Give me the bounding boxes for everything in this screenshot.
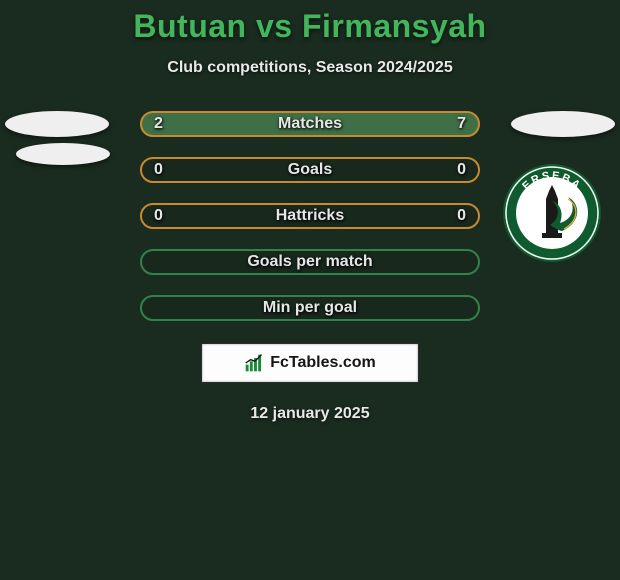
stat-label: Goals per match xyxy=(247,253,372,271)
stat-left-value: 0 xyxy=(154,207,163,225)
stat-label: Goals xyxy=(288,161,332,179)
stat-left-value: 2 xyxy=(154,115,163,133)
stat-row: 0 Goals 0 xyxy=(140,157,480,183)
stat-label: Hattricks xyxy=(276,207,344,225)
brand-text: FcTables.com xyxy=(270,354,376,372)
placeholder-ellipse xyxy=(16,143,110,165)
placeholder-ellipse xyxy=(5,111,109,137)
team-left-badge xyxy=(2,95,112,153)
stat-row: 0 Hattricks 0 xyxy=(140,203,480,229)
page-subtitle: Club competitions, Season 2024/2025 xyxy=(0,59,620,77)
stat-right-value: 7 xyxy=(457,115,466,133)
stat-label: Min per goal xyxy=(263,299,357,317)
page-title: Butuan vs Firmansyah xyxy=(0,8,620,45)
team-right-badge xyxy=(508,95,618,153)
team-right-crest: ERSEBA xyxy=(502,163,602,263)
stat-right-value: 0 xyxy=(457,161,466,179)
brand-badge[interactable]: FcTables.com xyxy=(201,343,419,383)
crest-icon: ERSEBA xyxy=(502,163,602,263)
stat-row: 2 Matches 7 xyxy=(140,111,480,137)
placeholder-ellipse xyxy=(511,111,615,137)
footer-date: 12 january 2025 xyxy=(0,405,620,423)
chart-icon xyxy=(244,353,264,373)
stats-rows: ERSEBA 2 Matches 7 0 Goals 0 0 Hattricks 0 Goals … xyxy=(0,111,620,321)
stat-left-value: 0 xyxy=(154,161,163,179)
comparison-card: Butuan vs Firmansyah Club competitions, … xyxy=(0,0,620,423)
stat-label: Matches xyxy=(278,115,342,133)
stat-row: Goals per match xyxy=(140,249,480,275)
stat-row: Min per goal xyxy=(140,295,480,321)
stat-right-value: 0 xyxy=(457,207,466,225)
